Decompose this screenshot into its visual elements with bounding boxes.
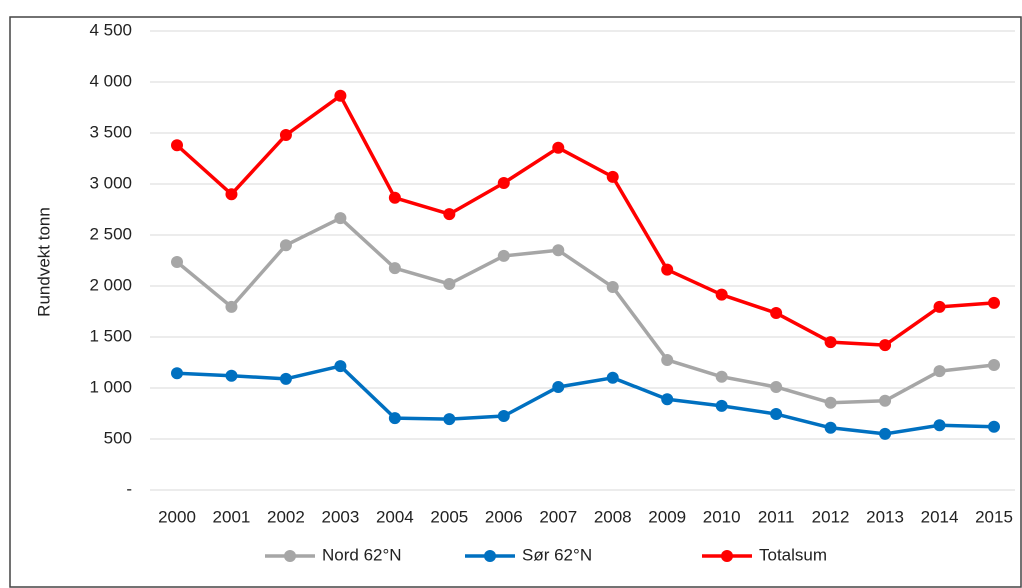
data-point [824,336,837,349]
data-point [388,191,401,204]
y-tick-label: 4 500 [89,20,132,39]
data-point [879,394,892,407]
data-point [715,370,728,383]
data-point [497,176,510,189]
x-tick-label: 2006 [485,507,523,526]
x-tick-label: 2014 [921,507,959,526]
data-point [988,420,1000,433]
data-point [225,369,238,382]
x-tick-label: 2011 [758,507,795,526]
data-point [171,367,183,380]
data-point [770,380,783,393]
data-point [171,139,183,152]
data-point [279,129,292,142]
data-point [334,212,347,225]
x-tick-label: 2004 [376,507,414,526]
legend-label: Sør 62°N [522,545,592,564]
data-point [933,419,946,432]
data-point [661,263,674,276]
x-tick-label: 2003 [321,507,359,526]
data-point [497,249,510,262]
data-point [225,188,238,201]
data-point [824,421,837,434]
chart-border [9,16,1022,588]
x-tick-label: 2007 [539,507,577,526]
data-point [443,208,456,221]
data-point [552,141,565,154]
data-point [171,256,183,269]
x-tick-label: 2015 [975,507,1013,526]
y-tick-label: 1 500 [89,326,132,345]
y-axis-label: Rundvekt tonn [34,207,53,317]
data-point [388,412,401,425]
data-point [552,244,565,257]
x-tick-label: 2002 [267,507,305,526]
data-point [933,300,946,313]
x-tick-label: 2000 [158,507,196,526]
data-point [279,239,292,252]
data-point [552,380,565,393]
x-tick-label: 2001 [213,507,251,526]
data-point [606,371,619,384]
data-point [988,296,1000,309]
y-tick-label: 500 [104,428,132,447]
data-point [443,277,456,290]
data-point [715,288,728,301]
legend-marker [284,550,296,562]
data-point [388,262,401,275]
data-point [443,413,456,426]
data-point [879,339,892,352]
data-point [225,300,238,313]
data-point [988,359,1000,372]
y-tick-label: 1 000 [89,377,132,396]
series-line [176,364,995,436]
data-point [334,89,347,102]
legend-marker [484,550,496,562]
data-point [606,281,619,294]
data-point [879,427,892,440]
data-point [606,170,619,183]
data-point [279,372,292,385]
y-tick-label: - [126,479,132,498]
data-point [497,410,510,423]
series-line [175,94,995,347]
data-point [824,396,837,409]
series-line [175,216,995,405]
y-tick-label: 3 000 [89,173,132,192]
data-point [933,365,946,378]
x-tick-label: 2009 [648,507,686,526]
data-point [661,393,674,406]
y-tick-label: 3 500 [89,122,132,141]
legend-marker [721,550,733,562]
data-point [770,408,783,421]
data-point [770,307,783,320]
y-tick-label: 2 000 [89,275,132,294]
data-point [715,399,728,412]
x-tick-label: 2012 [812,507,850,526]
legend-label: Nord 62°N [322,545,402,564]
x-tick-label: 2010 [703,507,741,526]
x-tick-label: 2005 [430,507,468,526]
data-point [334,360,347,373]
y-tick-label: 4 000 [89,71,132,90]
data-point [661,353,674,366]
x-tick-label: 2013 [866,507,904,526]
y-tick-label: 2 500 [89,224,132,243]
legend-label: Totalsum [759,545,827,564]
x-tick-label: 2008 [594,507,632,526]
